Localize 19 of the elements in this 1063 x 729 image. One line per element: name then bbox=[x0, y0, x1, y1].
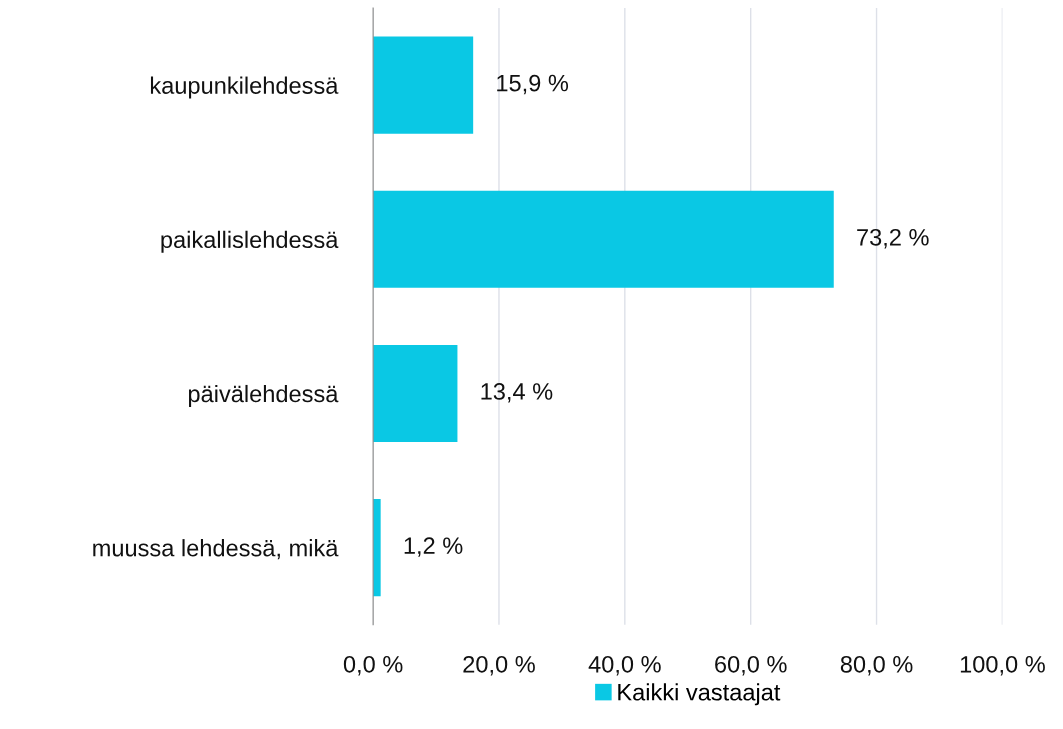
x-tick-label: 20,0 % bbox=[463, 655, 535, 676]
x-tick-label: 80,0 % bbox=[840, 655, 913, 676]
y-tick-label: muussa lehdessä, mikä bbox=[93, 539, 339, 560]
y-tick-label: paikallislehdessä bbox=[161, 230, 339, 253]
bar bbox=[373, 190, 834, 288]
x-tick-label: 100,0 % bbox=[960, 655, 1045, 676]
data-label: 13,4 % bbox=[481, 383, 553, 403]
legend-label: Kaikki vastaajat bbox=[618, 683, 781, 706]
data-label: 73,2 % bbox=[857, 228, 929, 249]
data-label: 1,2 % bbox=[404, 537, 463, 557]
y-tick-label: päivälehdessä bbox=[188, 384, 339, 407]
bar bbox=[373, 36, 474, 134]
bar bbox=[373, 344, 458, 443]
bar bbox=[373, 499, 381, 597]
y-tick-label: kaupunkilehdessä bbox=[150, 76, 339, 99]
data-label: 15,9 % bbox=[497, 74, 569, 95]
x-tick-label: 60,0 % bbox=[715, 655, 787, 676]
x-tick-label: 0,0 % bbox=[343, 655, 403, 676]
x-tick-label: 40,0 % bbox=[588, 655, 661, 676]
